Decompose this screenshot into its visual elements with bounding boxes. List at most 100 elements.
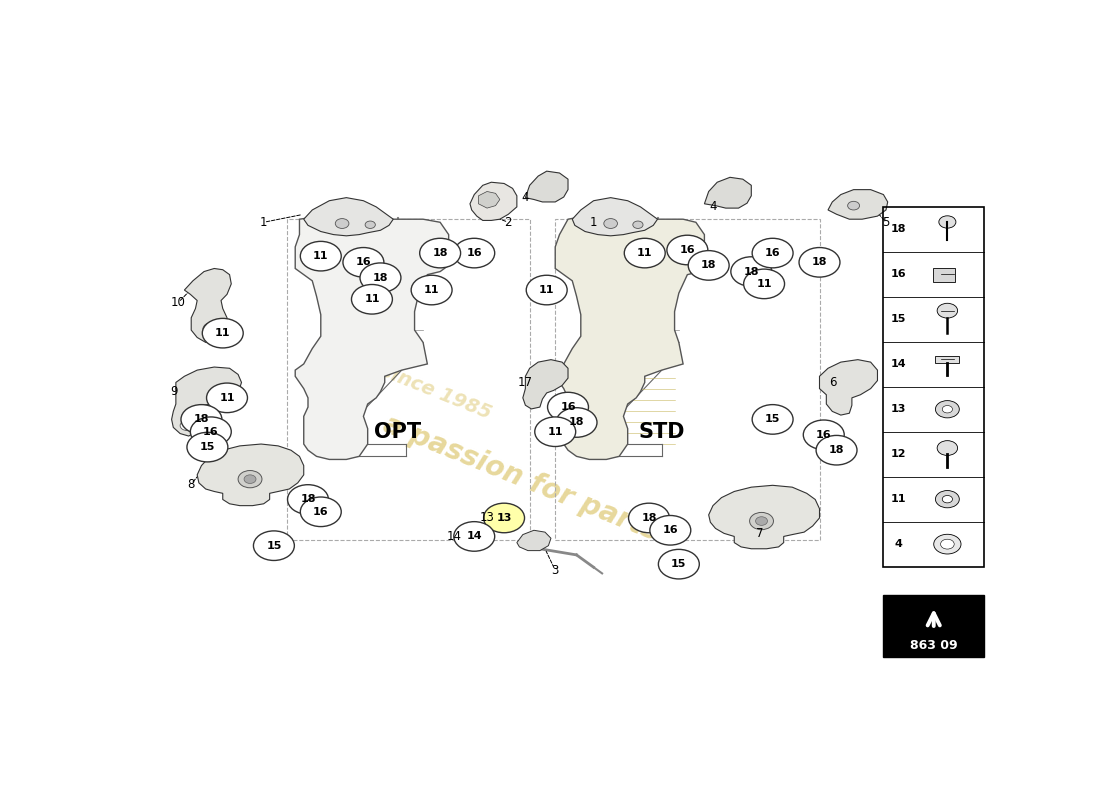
Text: 11: 11 [214,328,231,338]
Text: 18: 18 [432,248,448,258]
Text: 18: 18 [194,414,209,424]
Text: 11: 11 [757,279,772,289]
Text: 18: 18 [828,445,845,455]
Text: 15: 15 [671,559,686,569]
Text: 18: 18 [812,258,827,267]
Circle shape [939,216,956,228]
Text: 16: 16 [204,426,219,437]
Circle shape [336,218,349,229]
Polygon shape [517,530,551,550]
Circle shape [300,242,341,271]
Circle shape [484,503,525,533]
Text: 2: 2 [505,216,513,229]
Circle shape [190,417,231,446]
Polygon shape [478,191,499,208]
Circle shape [689,250,729,280]
Text: 18: 18 [891,224,906,234]
Circle shape [202,318,243,348]
Circle shape [535,417,575,446]
Text: 11: 11 [891,494,906,504]
Polygon shape [304,198,394,236]
Polygon shape [572,198,658,236]
Text: 13: 13 [496,513,512,523]
Text: 4: 4 [521,191,529,204]
Text: 4: 4 [710,200,717,214]
Text: 14: 14 [891,359,906,370]
Circle shape [659,550,700,579]
Circle shape [557,408,597,438]
Text: 14: 14 [466,531,482,542]
Circle shape [454,522,495,551]
Text: 10: 10 [170,296,186,309]
Polygon shape [556,216,704,459]
Circle shape [208,326,216,331]
Circle shape [752,405,793,434]
Circle shape [343,247,384,277]
Bar [935,356,959,363]
Circle shape [625,238,666,268]
Circle shape [204,322,220,335]
Text: 1: 1 [260,216,267,229]
Circle shape [526,275,568,305]
Text: 11: 11 [548,426,563,437]
Circle shape [935,401,959,418]
Text: 17: 17 [518,376,532,389]
Circle shape [756,517,768,526]
Text: 15: 15 [764,414,780,424]
Text: STD: STD [638,422,685,442]
Text: 18: 18 [300,494,316,505]
Text: 18: 18 [744,266,759,277]
Circle shape [667,235,707,265]
Bar [883,207,984,566]
Text: 16: 16 [355,258,371,267]
Text: 14: 14 [447,530,462,543]
Circle shape [207,383,248,413]
Text: 11: 11 [424,285,439,295]
Text: 18: 18 [373,273,388,282]
Circle shape [604,218,617,229]
Text: 16: 16 [816,430,832,440]
Text: 11: 11 [219,393,234,403]
Circle shape [628,503,670,533]
Circle shape [411,275,452,305]
Circle shape [730,257,772,286]
Circle shape [816,435,857,465]
Text: 11: 11 [539,285,554,295]
Polygon shape [820,360,878,415]
Circle shape [187,432,228,462]
Text: 18: 18 [569,418,584,427]
Polygon shape [197,444,304,506]
Text: 863 09: 863 09 [910,639,957,652]
Circle shape [940,539,954,549]
Text: 12: 12 [891,450,906,459]
Circle shape [803,420,844,450]
Circle shape [244,475,256,483]
Circle shape [180,421,194,430]
Text: 16: 16 [466,248,482,258]
Text: 1: 1 [590,216,597,229]
Text: since 1985: since 1985 [377,361,494,422]
Circle shape [848,202,859,210]
Circle shape [632,221,644,229]
Text: 13: 13 [480,511,495,525]
Circle shape [287,485,329,514]
Circle shape [749,513,773,530]
Circle shape [937,303,958,318]
Text: 15: 15 [200,442,216,452]
Text: OPT: OPT [374,422,421,442]
Circle shape [934,534,961,554]
Text: 16: 16 [764,248,780,258]
Circle shape [454,238,495,268]
Text: 16: 16 [662,526,678,535]
Circle shape [420,238,461,268]
Text: 4: 4 [894,539,903,549]
Text: 18: 18 [701,261,716,270]
Text: 15: 15 [266,541,282,550]
Text: a passion for parts: a passion for parts [379,410,663,546]
Circle shape [943,495,953,503]
Circle shape [365,221,375,229]
Text: 8: 8 [187,478,195,490]
Text: 11: 11 [364,294,380,304]
Polygon shape [295,216,449,459]
Text: 13: 13 [891,404,906,414]
